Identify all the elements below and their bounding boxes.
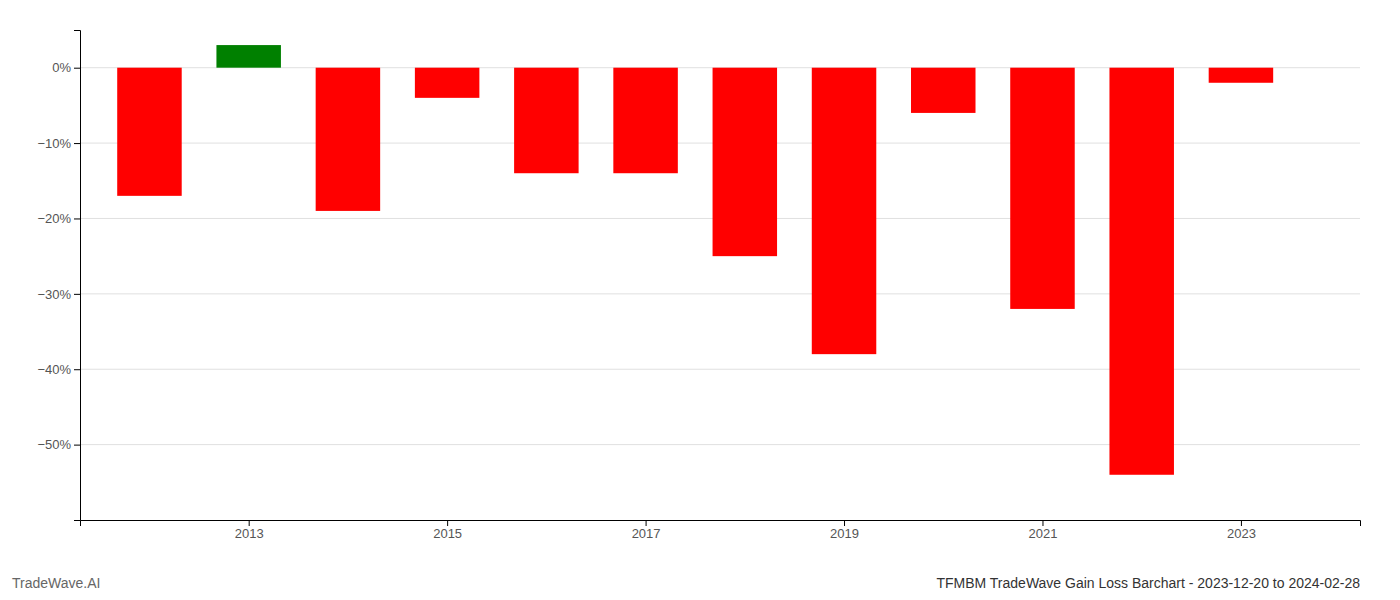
plot-area: 0%−10%−20%−30%−40%−50%201320152017201920… (37, 31, 1360, 542)
footer: TradeWave.AI (12, 575, 100, 591)
y-axis: 0% −10% −20% −30% −40% −50% (37, 31, 80, 521)
x-tick: 2017 (632, 520, 661, 541)
bar (415, 68, 479, 98)
x-axis-line (81, 521, 1361, 527)
bars (117, 45, 1273, 475)
y-tick-mark (74, 294, 80, 295)
x-axis: 2013 2015 2017 2019 2021 2023 (81, 520, 1361, 541)
x-tick-label: 2023 (1227, 526, 1256, 541)
y-tick-mark (74, 218, 80, 219)
x-tick-label: 2017 (632, 526, 661, 541)
x-tick-label: 2019 (830, 526, 859, 541)
y-tick-label: 0% (52, 60, 71, 75)
y-tick: 0% (52, 60, 80, 75)
x-tick-mark (844, 520, 845, 526)
y-tick-label: −50% (37, 437, 71, 452)
bar (812, 68, 876, 354)
bar (1109, 68, 1173, 475)
x-tick-label: 2015 (433, 526, 462, 541)
x-tick: 2023 (1227, 520, 1256, 541)
y-tick-label: −40% (37, 362, 71, 377)
y-tick-label: −10% (37, 136, 71, 151)
y-tick: −10% (37, 136, 80, 151)
x-tick: 2019 (830, 520, 859, 541)
bar (514, 68, 578, 174)
y-tick-mark (74, 68, 80, 69)
bar (316, 68, 380, 211)
x-tick-label: 2021 (1029, 526, 1058, 541)
x-tick-mark (249, 520, 250, 526)
y-tick: −30% (37, 287, 80, 302)
y-axis-line (74, 31, 81, 521)
x-tick: 2021 (1029, 520, 1058, 541)
y-tick: −20% (37, 211, 80, 226)
x-tick-mark (1042, 520, 1043, 526)
chart: 0%−10%−20%−30%−40%−50%201320152017201920… (0, 0, 1400, 600)
x-tick-mark (447, 520, 448, 526)
y-tick-mark (74, 369, 80, 370)
y-tick: −50% (37, 437, 80, 452)
bar (613, 68, 677, 174)
y-tick-label: −20% (37, 211, 71, 226)
bar (911, 68, 975, 113)
x-tick-mark (1241, 520, 1242, 526)
bar (216, 45, 280, 68)
x-tick: 2015 (433, 520, 462, 541)
y-tick-mark (74, 445, 80, 446)
x-tick: 2013 (235, 520, 264, 541)
y-tick-label: −30% (37, 287, 71, 302)
bar (713, 68, 777, 256)
bar (1010, 68, 1074, 309)
y-tick: −40% (37, 362, 80, 377)
x-tick-mark (646, 520, 647, 526)
bar (1209, 68, 1273, 83)
x-tick-label: 2013 (235, 526, 264, 541)
bar (117, 68, 181, 196)
y-tick-mark (74, 143, 80, 144)
title: TFMBM TradeWave Gain Loss Barchart - 202… (936, 575, 1360, 591)
